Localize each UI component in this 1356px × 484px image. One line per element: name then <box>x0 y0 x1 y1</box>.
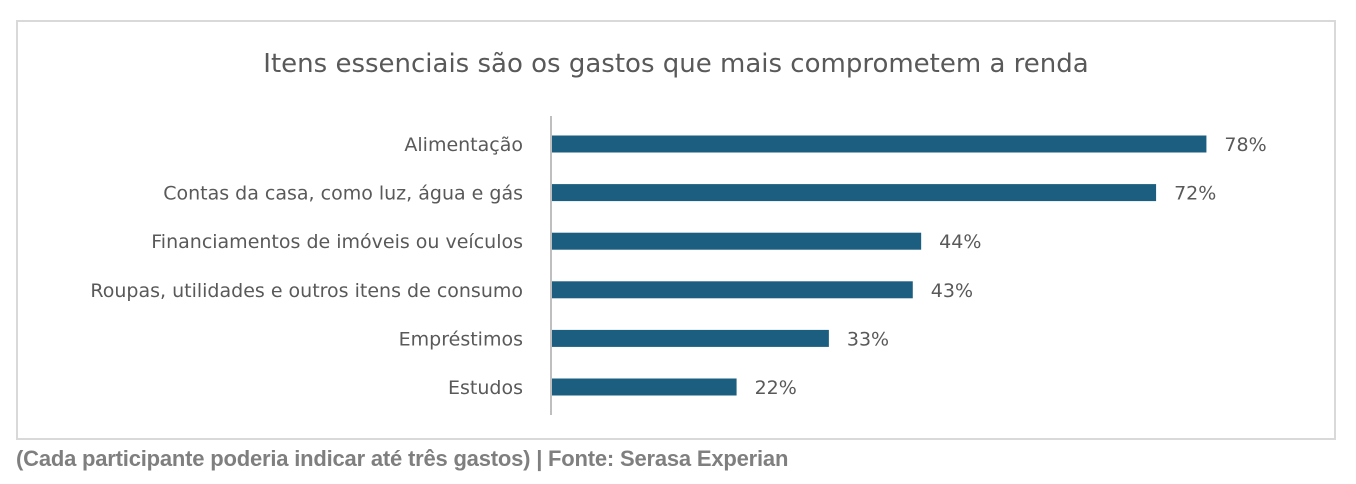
category-label: Estudos <box>448 377 523 399</box>
data-label: 22% <box>755 377 797 399</box>
bar <box>552 378 737 396</box>
data-label: 78% <box>1224 134 1266 156</box>
bar <box>552 135 1207 153</box>
data-label: 44% <box>939 231 981 253</box>
category-label: Contas da casa, como luz, água e gás <box>163 183 523 205</box>
chart-title: Itens essenciais são os gastos que mais … <box>263 49 1089 79</box>
bar <box>552 232 922 250</box>
data-label: 43% <box>931 280 973 302</box>
bar <box>552 329 829 347</box>
bar <box>552 184 1157 202</box>
category-label: Alimentação <box>404 134 523 156</box>
data-label: 33% <box>847 328 889 350</box>
chart-frame: Itens essenciais são os gastos que mais … <box>16 20 1336 440</box>
bar-chart: Alimentação 78% Contas da casa, como luz, … <box>90 116 1267 415</box>
data-label: 72% <box>1174 183 1216 205</box>
bar <box>552 281 913 299</box>
category-label: Empréstimos <box>399 328 523 350</box>
chart-caption: (Cada participante poderia indicar até t… <box>16 446 789 471</box>
category-label: Roupas, utilidades e outros itens de con… <box>90 280 523 302</box>
category-label: Financiamentos de imóveis ou veículos <box>151 231 523 253</box>
